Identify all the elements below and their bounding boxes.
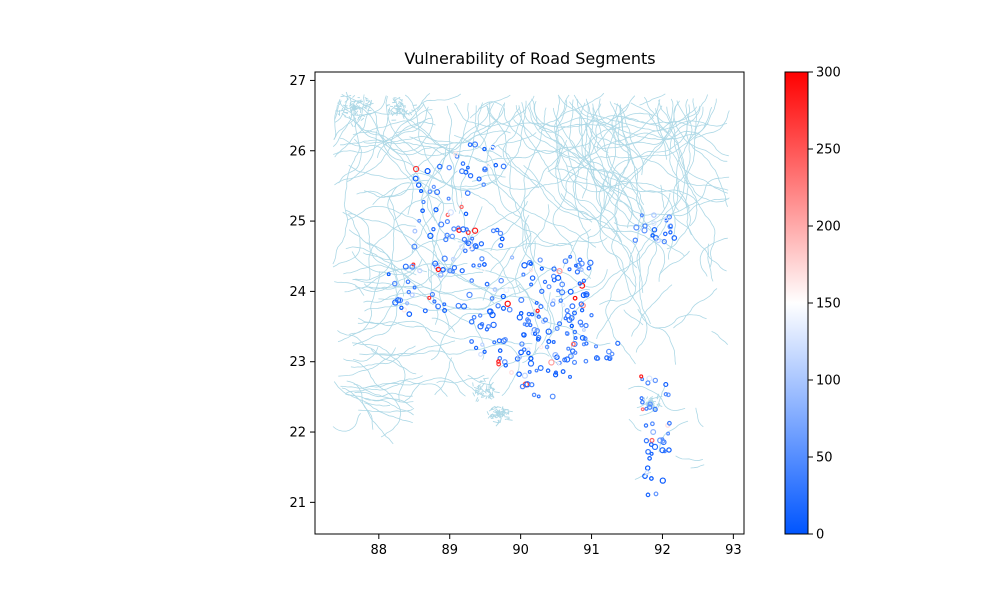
marsh-line	[367, 110, 371, 111]
y-tick-label: 21	[289, 496, 306, 511]
colorbar-tick-label: 150	[816, 297, 841, 312]
colorbar-tick-label: 200	[816, 220, 841, 235]
x-tick-label: 93	[725, 543, 742, 558]
colorbar-tick-label: 50	[816, 451, 833, 466]
marsh-line	[341, 96, 345, 97]
colorbar-gradient	[785, 72, 808, 534]
colorbar-tick-label: 0	[816, 528, 824, 543]
y-tick-label: 25	[289, 215, 306, 230]
marsh-line	[387, 105, 390, 106]
axes-background	[315, 72, 744, 534]
y-tick-label: 22	[289, 426, 306, 441]
y-tick-label: 26	[289, 144, 306, 159]
marsh-line	[479, 382, 482, 383]
y-tick-label: 24	[289, 285, 306, 300]
colorbar-tick-label: 100	[816, 374, 841, 389]
x-tick-label: 91	[583, 543, 600, 558]
x-tick-label: 92	[654, 543, 671, 558]
marsh-line	[504, 417, 509, 418]
marsh-line	[394, 106, 396, 107]
y-axis-ticks: 21 22 23 24 25 26 27	[289, 74, 315, 511]
y-tick-label: 23	[289, 355, 306, 370]
colorbar-tick-label: 300	[816, 66, 841, 81]
x-axis-ticks: 88 89 90 91 92 93	[371, 534, 742, 558]
map-axes: 88 89 90 91 92 93 21 22 23 24 25 26 27	[289, 72, 744, 558]
y-tick-label: 27	[289, 74, 306, 89]
colorbar-tick-label: 250	[816, 143, 841, 158]
x-tick-label: 88	[371, 543, 388, 558]
marsh-line	[500, 411, 501, 414]
marsh-line	[509, 411, 513, 412]
x-tick-label: 89	[441, 543, 458, 558]
marsh-line	[473, 382, 474, 386]
map-title: Vulnerability of Road Segments	[404, 49, 655, 68]
colorbar: 0 50 100 150 200 250 300	[785, 66, 841, 543]
marsh-line	[367, 105, 371, 106]
x-tick-label: 90	[512, 543, 529, 558]
colorbar-ticks: 0 50 100 150 200 250 300	[808, 66, 841, 543]
